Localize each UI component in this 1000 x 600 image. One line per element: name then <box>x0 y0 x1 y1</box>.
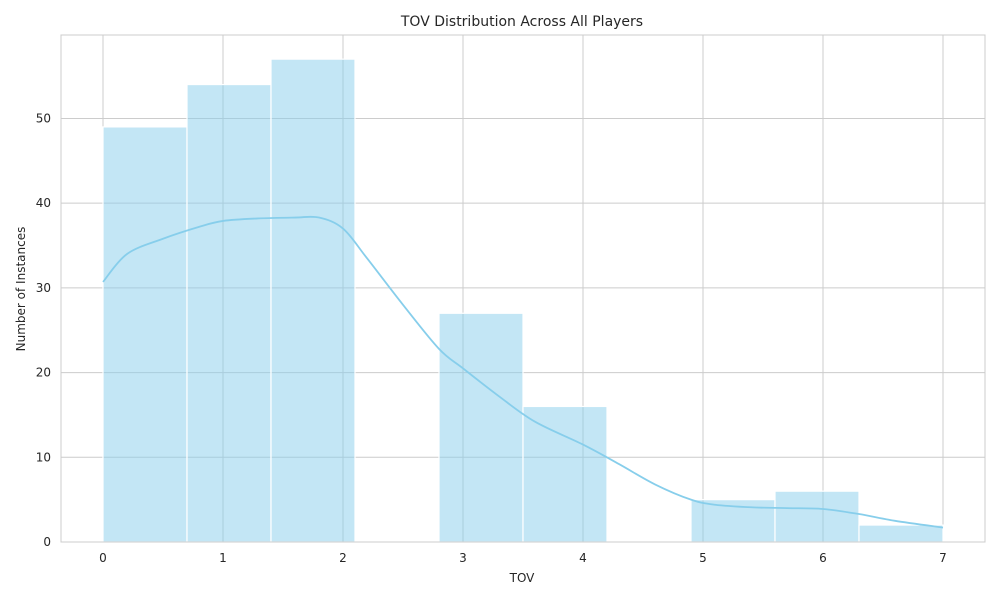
histogram-bars <box>102 58 944 543</box>
histogram-bar-1 <box>186 83 272 543</box>
x-tick-label-0: 0 <box>99 551 107 565</box>
histogram-bar-4 <box>438 312 524 543</box>
histogram-bar-5 <box>522 405 608 543</box>
y-tick-label-4: 40 <box>36 196 51 210</box>
histogram-bar-0 <box>102 126 188 543</box>
x-tick-label-6: 6 <box>819 551 827 565</box>
histogram-bar-9 <box>858 524 944 543</box>
plot-frame <box>60 34 986 543</box>
x-tick-label-5: 5 <box>699 551 707 565</box>
x-axis-label: TOV <box>509 571 536 585</box>
kde-curve <box>102 215 944 529</box>
y-tick-labels: 0 10 20 30 40 50 <box>36 111 51 549</box>
x-tick-label-3: 3 <box>459 551 467 565</box>
chart-title: TOV Distribution Across All Players <box>400 14 643 30</box>
x-tick-label-7: 7 <box>939 551 947 565</box>
histogram-bar-8 <box>774 490 860 543</box>
y-tick-label-1: 10 <box>36 450 51 464</box>
x-tick-label-1: 1 <box>219 551 227 565</box>
x-tick-label-2: 2 <box>339 551 347 565</box>
y-tick-label-5: 50 <box>36 111 51 125</box>
histogram-bar-2 <box>270 58 356 543</box>
y-axis-label: Number of Instances <box>14 227 28 352</box>
x-tick-labels: 0 1 2 3 4 5 6 7 <box>99 551 947 565</box>
y-tick-label-2: 20 <box>36 366 51 380</box>
y-tick-label-0: 0 <box>43 535 51 549</box>
y-tick-label-3: 30 <box>36 281 51 295</box>
x-tick-label-4: 4 <box>579 551 587 565</box>
